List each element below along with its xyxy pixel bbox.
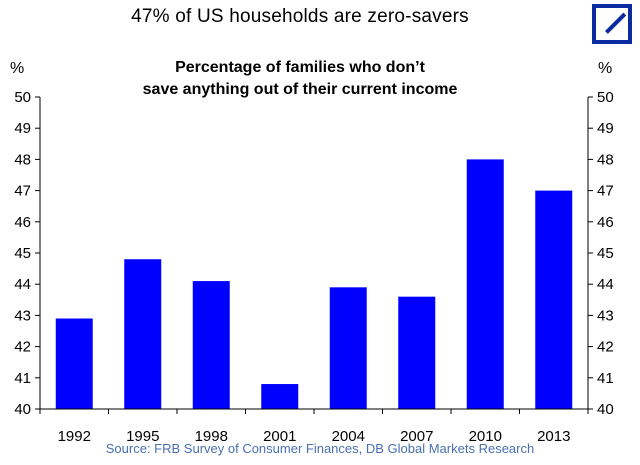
y-tick-label-left: 47 [14,183,31,200]
bar-2004 [329,287,367,409]
y-tick-label-left: 50 [14,89,31,106]
bar-1992 [55,318,93,409]
x-tick-label-2001: 2001 [263,428,296,445]
bar-2013 [535,190,573,409]
bar-2010 [466,159,504,409]
y-tick-label-left: 49 [14,120,31,137]
bar-2001 [261,384,299,409]
y-tick-label-left: 41 [14,370,31,387]
right-axis-unit: % [598,60,613,77]
y-tick-label-left: 40 [14,401,31,418]
x-tick-label-1992: 1992 [58,428,91,445]
y-tick-label-right: 43 [597,307,614,324]
bar-1998 [192,281,230,409]
subtitle-line-1: Percentage of families who don’t [175,59,425,76]
chart-subtitle: Percentage of families who don’t save an… [80,57,520,101]
y-tick-label-right: 40 [597,401,614,418]
y-tick-label-right: 42 [597,339,614,356]
x-tick-label-2004: 2004 [332,428,365,445]
y-tick-label-right: 44 [597,276,614,293]
bar-2007 [398,296,436,409]
bar-1995 [124,259,162,409]
chart-headline: 47% of US households are zero-savers [131,6,469,27]
y-tick-label-right: 45 [597,245,614,262]
y-tick-label-left: 43 [14,307,31,324]
deutsche-bank-logo-icon [592,4,632,44]
y-tick-label-right: 46 [597,214,614,231]
y-tick-label-right: 49 [597,120,614,137]
y-tick-label-left: 44 [14,276,31,293]
y-tick-label-right: 41 [597,370,614,387]
source-note: Source: FRB Survey of Consumer Finances,… [105,441,535,456]
y-tick-label-right: 48 [597,151,614,168]
x-tick-label-2010: 2010 [469,428,502,445]
y-tick-label-left: 46 [14,214,31,231]
x-tick-label-2013: 2013 [537,428,570,445]
y-tick-label-left: 48 [14,151,31,168]
x-tick-label-1998: 1998 [195,428,228,445]
y-tick-label-right: 50 [597,89,614,106]
x-tick-label-1995: 1995 [126,428,159,445]
y-tick-label-left: 45 [14,245,31,262]
x-tick-label-2007: 2007 [400,428,433,445]
y-tick-label-left: 42 [14,339,31,356]
subtitle-line-2: save anything out of their current incom… [142,81,458,98]
left-axis-unit: % [10,60,25,77]
y-tick-label-right: 47 [597,183,614,200]
